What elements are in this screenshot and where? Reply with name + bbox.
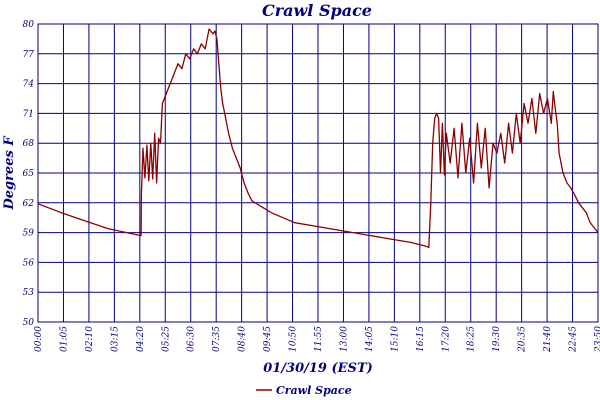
x-tick-label: 13:00 [339,326,349,352]
x-tick-labels: 00:00 01:05 02:10 03:15 04:20 05:25 06:30 07:35… [34,326,600,353]
x-tick-label: 20:35 [518,326,528,353]
y-tick-labels: 80 77 74 71 68 65 62 59 56 53 50 [23,20,35,328]
x-tick-label: 23:50 [594,326,600,353]
y-tick-label: 53 [23,288,35,298]
x-tick-label: 04:20 [136,326,146,352]
x-tick-label: 14:05 [365,326,375,352]
y-tick-label: 80 [23,20,35,30]
x-tick-label: 19:30 [492,326,502,352]
x-tick-label: 06:30 [187,326,197,352]
y-tick-label: 77 [23,50,35,60]
grid-lines [37,23,599,323]
y-tick-label: 65 [23,169,35,179]
series-line-crawl-space [37,28,599,249]
x-tick-label: 02:10 [85,326,95,352]
y-tick-label: 59 [23,229,35,239]
x-axis-title: 01/30/19 (EST) [263,361,373,376]
y-tick-label: 71 [23,109,34,119]
x-tick-label: 01:05 [59,326,69,352]
chart-title: Crawl Space [262,1,372,20]
x-tick-label: 00:00 [34,326,44,352]
y-axis-title: Degrees F [2,136,17,211]
x-tick-label: 11:55 [314,326,324,352]
x-tick-label: 08:40 [238,326,248,352]
x-tick-label: 15:10 [390,326,400,352]
y-tick-label: 50 [23,318,35,328]
x-tick-label: 03:15 [110,326,120,352]
x-tick-label: 22:45 [569,326,579,353]
y-tick-label: 62 [23,199,35,209]
y-tick-label: 74 [23,80,35,90]
x-tick-label: 10:50 [289,326,299,352]
y-tick-label: 56 [23,258,35,268]
x-tick-label: 18:25 [467,326,477,352]
x-tick-label: 07:35 [212,326,222,352]
legend: Crawl Space [256,384,352,397]
x-tick-label: 09:45 [263,326,273,352]
x-tick-label: 17:20 [441,326,451,352]
y-tick-label: 68 [23,139,35,149]
x-tick-label: 05:25 [161,326,171,352]
legend-label: Crawl Space [276,384,352,397]
x-tick-label: 16:15 [416,326,426,352]
x-tick-label: 21:40 [543,326,553,353]
